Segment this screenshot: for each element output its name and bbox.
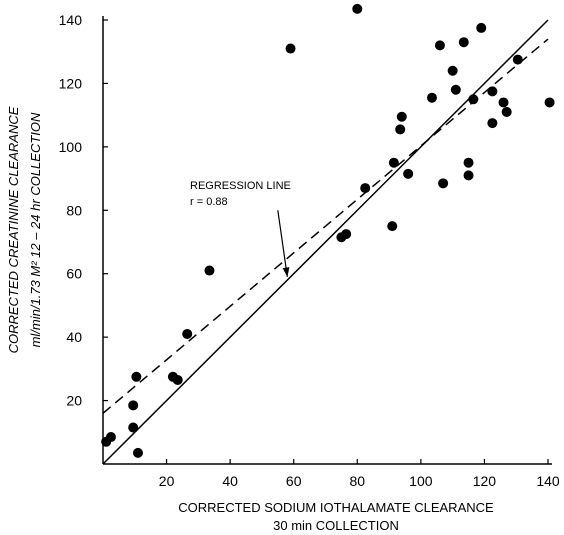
data-point [204, 265, 215, 276]
y-tick-label: 80 [66, 202, 82, 218]
x-axis-title-line1: CORRECTED SODIUM IOTHALAMATE CLEARANCE [178, 500, 494, 515]
x-tick-label: 140 [536, 473, 560, 489]
x-axis-title-line2: 30 min COLLECTION [273, 518, 399, 533]
data-point [128, 422, 139, 433]
data-point [476, 22, 487, 33]
x-tick-label: 120 [473, 473, 497, 489]
data-point [182, 328, 193, 339]
y-axis-title-line2: ml/min/1.73 M² 12 – 24 hr COLLECTION [28, 112, 43, 347]
data-points [101, 3, 555, 458]
data-point [450, 84, 461, 95]
regression-line [102, 38, 549, 414]
y-tick-label: 60 [66, 266, 82, 282]
data-point [388, 157, 399, 168]
data-point [396, 111, 407, 122]
data-point [487, 86, 498, 97]
data-point [360, 183, 371, 194]
y-axis-title-line1: CORRECTED CREATININE CLEARANCE [6, 106, 21, 353]
data-point [434, 40, 445, 51]
x-tick-label: 60 [286, 473, 302, 489]
identity-line [102, 19, 549, 465]
x-tick-label: 100 [409, 473, 433, 489]
data-point [352, 3, 363, 14]
data-point [512, 54, 523, 65]
data-point [463, 157, 474, 168]
data-point [438, 178, 449, 189]
x-tick-label: 40 [222, 473, 238, 489]
data-point [463, 170, 474, 181]
data-point [501, 106, 512, 117]
x-tick-label: 80 [349, 473, 365, 489]
annotation-arrow-shaft [277, 210, 288, 277]
data-point [395, 124, 406, 135]
data-point [498, 97, 509, 108]
data-point [341, 229, 352, 240]
data-point [172, 374, 183, 385]
data-point [105, 432, 116, 443]
data-point [387, 221, 398, 232]
data-point [285, 43, 296, 54]
y-tick-label: 40 [66, 329, 82, 345]
annotation-title: REGRESSION LINE [190, 180, 291, 192]
y-tick-label: 140 [59, 12, 83, 28]
annotation-r-value: r = 0.88 [190, 196, 228, 208]
axes: 20 40 60 80 100 120 140 20 40 60 80 100 120 140 [59, 12, 560, 489]
y-tick-label: 120 [59, 75, 83, 91]
data-point [403, 168, 414, 179]
annotation-arrow-head [282, 267, 290, 277]
data-point [426, 92, 437, 103]
y-tick-label: 20 [66, 393, 82, 409]
data-point [128, 400, 139, 411]
data-point [132, 447, 143, 458]
data-point [468, 94, 479, 105]
data-point [131, 371, 142, 382]
fit-lines [102, 19, 549, 465]
y-tick-label: 100 [59, 139, 83, 155]
data-point [544, 97, 555, 108]
x-tick-label: 20 [159, 473, 175, 489]
regression-annotation: REGRESSION LINE r = 0.88 [190, 180, 291, 277]
data-point [447, 65, 458, 76]
data-point [458, 37, 469, 48]
data-point [487, 118, 498, 129]
